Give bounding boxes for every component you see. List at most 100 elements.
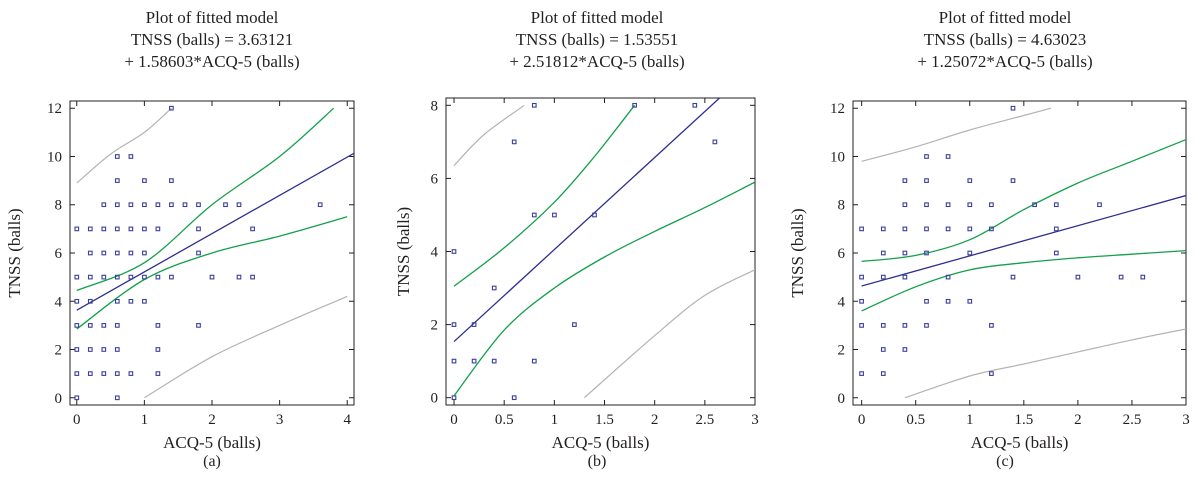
confidence-limit-upper (453, 104, 636, 287)
data-point (74, 298, 80, 304)
data-point (592, 212, 597, 218)
data-point (1118, 274, 1124, 280)
fitted-line (453, 98, 721, 343)
data-point (967, 178, 973, 183)
data-point (859, 323, 864, 328)
data-point (128, 226, 134, 232)
data-point (87, 274, 93, 280)
confidence-limit-lower (861, 249, 1186, 312)
data-point (155, 347, 161, 352)
data-point (531, 212, 537, 218)
chart-title-line: Plot of fitted model (939, 8, 1072, 27)
data-point (945, 154, 951, 159)
data-point (114, 298, 120, 304)
x-axis-label: ACQ-5 (balls) (552, 433, 650, 452)
data-point (880, 274, 886, 280)
data-point (155, 371, 161, 376)
data-point (859, 226, 864, 232)
data-point (128, 202, 134, 208)
data-point (142, 202, 147, 208)
prediction-limit-lower (584, 269, 755, 399)
data-point (74, 274, 80, 280)
data-point (945, 274, 951, 280)
data-point (114, 395, 120, 401)
data-point (989, 323, 994, 328)
data-point (74, 226, 80, 232)
data-point (1097, 202, 1102, 208)
confidence-limit-lower (453, 181, 755, 397)
confidence-limit-upper (861, 138, 1186, 263)
data-point (114, 250, 120, 256)
data-point (572, 322, 577, 327)
prediction-limit-lower (904, 328, 1186, 399)
y-tick-label: 6 (431, 171, 439, 187)
data-point (902, 178, 908, 183)
x-tick-label: 3 (276, 412, 284, 428)
data-point (902, 202, 908, 208)
prediction-limit-upper (453, 104, 525, 167)
chart-title-line: TNSS (balls) = 4.63023 (924, 30, 1087, 49)
data-point (74, 395, 80, 401)
data-point (114, 154, 120, 159)
data-point (196, 250, 201, 256)
panel-label: (c) (996, 453, 1014, 470)
data-point (114, 371, 120, 376)
data-point (491, 285, 497, 291)
data-point (101, 226, 107, 232)
x-tick-label: 1 (966, 412, 974, 428)
y-tick-label: 10 (47, 149, 62, 165)
prediction-limit-upper (861, 107, 1052, 162)
data-point (945, 226, 951, 232)
data-point (236, 202, 242, 208)
data-point (1053, 250, 1059, 256)
data-point (880, 371, 886, 376)
data-point (880, 347, 886, 352)
data-point (471, 358, 477, 364)
data-point (196, 226, 201, 232)
data-point (101, 250, 107, 256)
data-point (142, 226, 147, 232)
y-tick-label: 6 (838, 246, 846, 262)
data-point (196, 202, 201, 208)
data-point (967, 298, 973, 304)
x-axis-label: ACQ-5 (balls) (163, 433, 261, 452)
data-point (902, 274, 908, 280)
data-point (101, 371, 107, 376)
data-point (902, 323, 908, 328)
data-point (924, 323, 929, 328)
prediction-limit-upper (76, 107, 172, 184)
data-point (924, 250, 929, 256)
data-point (142, 298, 147, 304)
x-tick-label: 1.5 (1014, 412, 1033, 428)
y-tick-label: 4 (55, 294, 63, 310)
data-point (924, 178, 929, 183)
data-point (632, 102, 637, 108)
data-point (967, 226, 973, 232)
y-axis-label: TNSS (balls) (394, 207, 413, 296)
data-point (87, 347, 93, 352)
y-axis-label: TNSS (balls) (5, 208, 24, 297)
data-point (945, 298, 951, 304)
chart-title-line: + 1.25072*ACQ-5 (balls) (917, 52, 1092, 71)
data-point (87, 226, 93, 232)
data-point (712, 139, 718, 145)
data-point (169, 178, 174, 183)
x-tick-label: 2 (1074, 412, 1082, 428)
data-point (451, 322, 457, 327)
data-point (87, 298, 93, 304)
fitted-line (76, 152, 354, 311)
confidence-limit-lower (76, 216, 348, 330)
chart-title-line: Plot of fitted model (146, 8, 279, 27)
chart-panel-3: Plot of fitted model TNSS (balls) = 4.630… (788, 8, 1190, 470)
x-tick-label: 3 (751, 412, 759, 428)
data-point (1010, 178, 1016, 183)
x-tick-label: 0 (858, 412, 866, 428)
data-point (87, 250, 93, 256)
data-point (902, 347, 908, 352)
data-point (967, 250, 973, 256)
y-tick-label: 6 (55, 246, 63, 262)
data-point (74, 323, 80, 328)
x-tick-label: 1 (551, 412, 559, 428)
data-point (471, 322, 477, 327)
